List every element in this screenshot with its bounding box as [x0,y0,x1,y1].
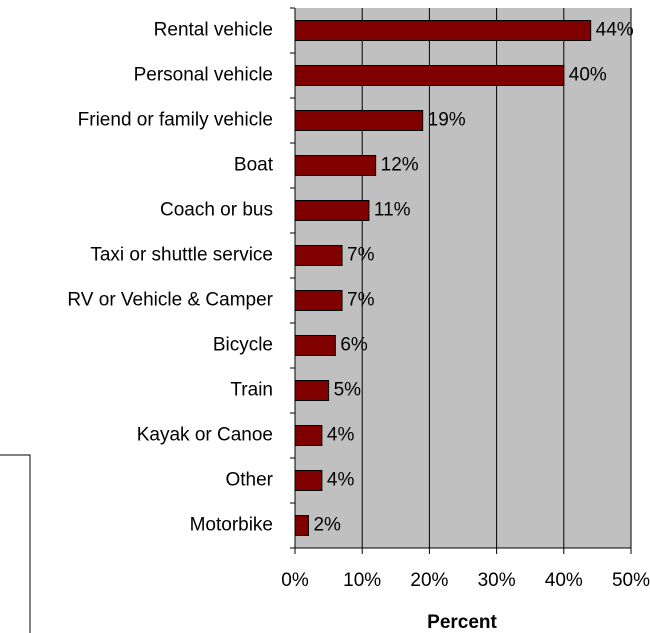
data-label: 6% [340,335,368,356]
data-label: 12% [381,155,419,176]
data-label: 7% [347,290,375,311]
data-label: 4% [327,470,355,491]
y-tick-label: Motorbike [190,515,273,536]
y-tick-label: Bicycle [213,335,273,356]
bar [294,380,330,401]
data-label: 7% [347,245,375,266]
y-tick-label: Kayak or Canoe [137,425,273,446]
x-tick-label: 50% [612,570,650,591]
bar [294,245,343,266]
y-tick-label: Other [225,470,273,491]
bar [294,515,309,536]
bar [294,470,323,491]
data-label: 44% [596,20,634,41]
y-tick-label: Train [230,380,273,401]
y-tick-label: Personal vehicle [134,65,273,86]
data-label: 4% [327,425,355,446]
y-tick-label: Coach or bus [160,200,273,221]
bar [294,20,592,41]
y-tick-label: RV or Vehicle & Camper [67,290,273,311]
x-tick-label: 20% [410,570,448,591]
bar [294,425,323,446]
data-label: 11% [374,200,411,221]
x-axis-label: Percent [427,612,497,633]
data-label: 5% [334,380,362,401]
x-tick-label: 40% [545,570,583,591]
data-label: 19% [428,110,466,131]
y-tick-label: Friend or family vehicle [78,110,273,131]
bar [294,155,377,176]
y-tick-label: Taxi or shuttle service [90,245,273,266]
data-label: 2% [313,515,341,536]
x-tick-label: 30% [478,570,516,591]
y-tick-label: Boat [234,155,274,176]
frame-fragment [0,454,31,633]
bar [294,65,565,86]
y-tick-label: Rental vehicle [154,20,273,41]
data-label: 40% [569,65,607,86]
bar [294,200,370,221]
bar [294,290,343,311]
bar [294,335,336,356]
bar [294,110,424,131]
x-tick-label: 10% [343,570,381,591]
x-tick-label: 0% [281,570,309,591]
plot-area [295,8,631,548]
